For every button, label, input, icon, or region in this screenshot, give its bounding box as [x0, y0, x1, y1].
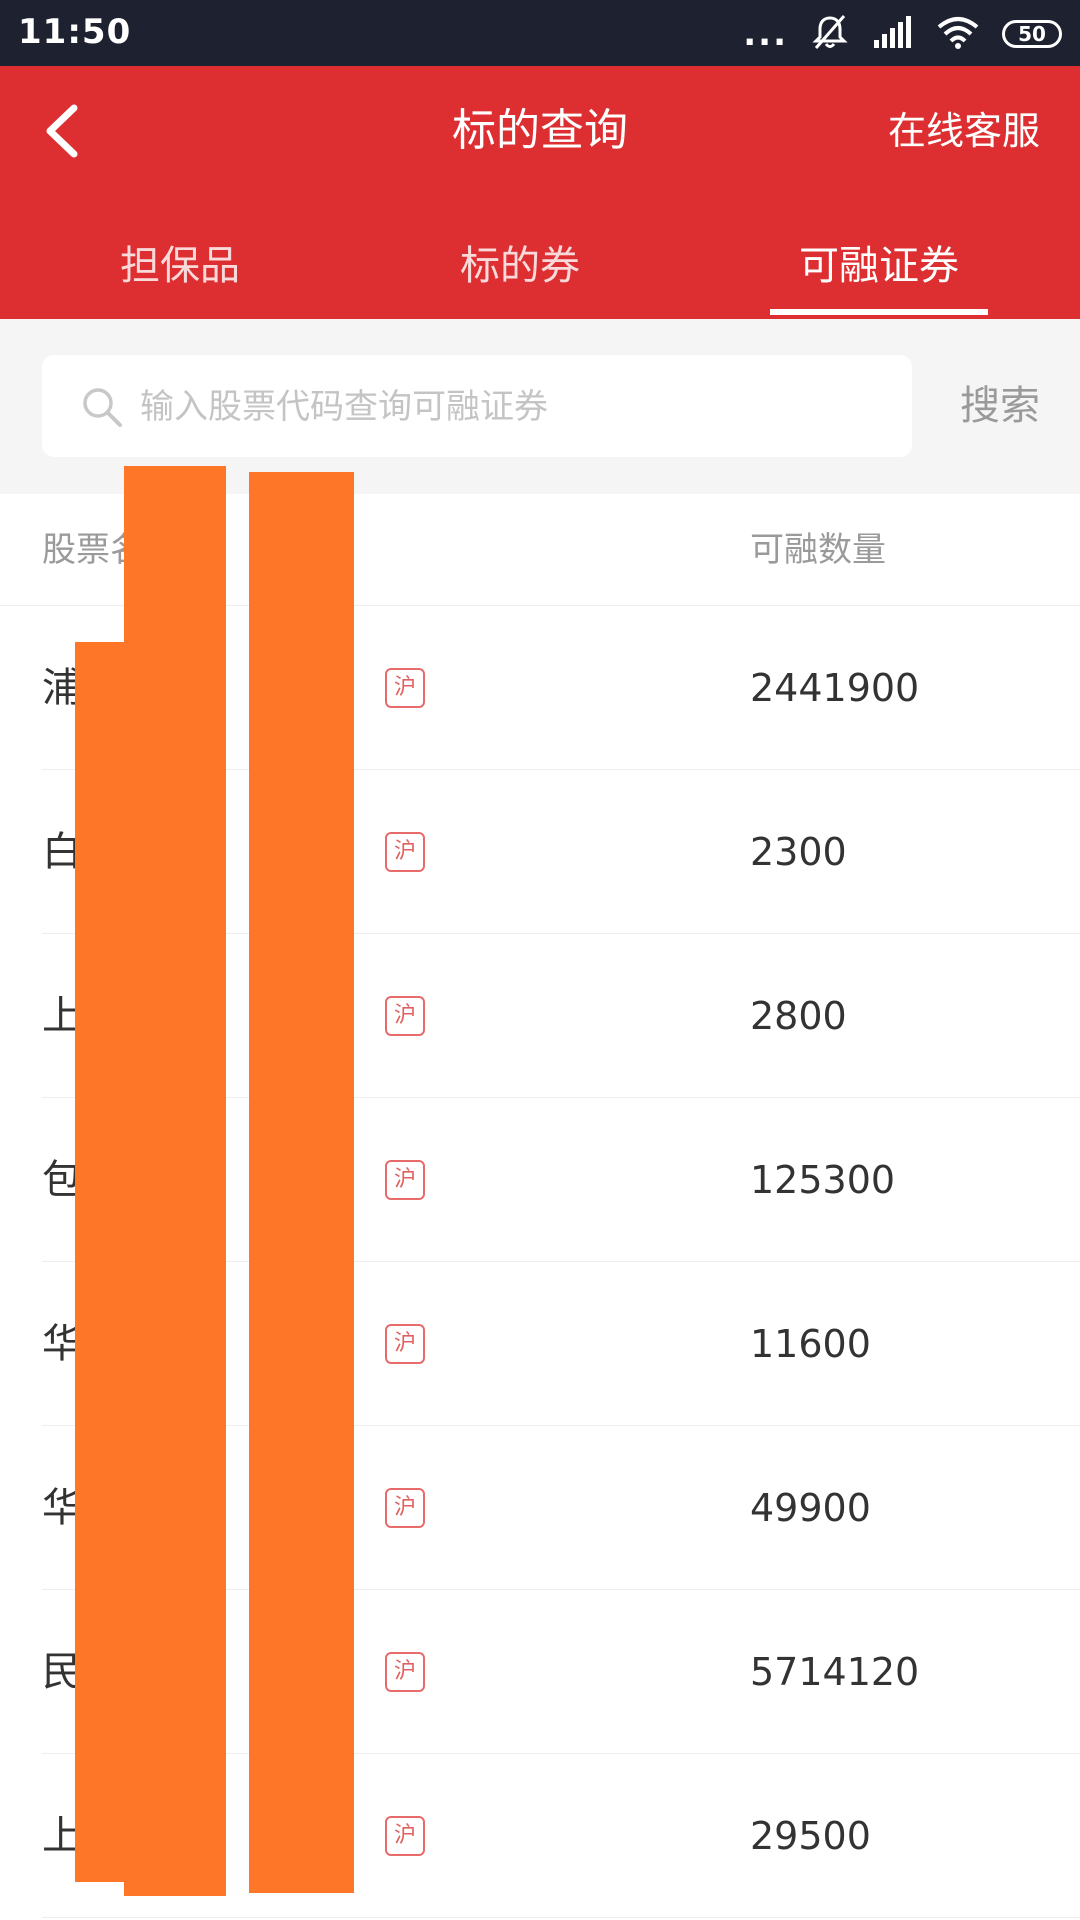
- shortable-quantity: 5714120: [750, 1650, 920, 1694]
- column-header-quantity: 可融数量: [750, 530, 886, 570]
- mute-icon: [810, 12, 850, 56]
- market-badge: 沪: [385, 1652, 425, 1692]
- market-badge: 沪: [385, 668, 425, 708]
- active-tab-indicator: [770, 309, 988, 315]
- search-input[interactable]: [138, 355, 902, 459]
- search-area: 搜索: [0, 319, 1080, 494]
- market-badge: 沪: [385, 832, 425, 872]
- online-service-button[interactable]: 在线客服: [887, 109, 1040, 153]
- row-divider: [42, 1261, 1080, 1262]
- app-header: 标的查询 在线客服 担保品 标的券 可融证券: [0, 66, 1080, 319]
- market-badge: 沪: [385, 1488, 425, 1528]
- tab-shortable-securities[interactable]: 可融证券: [770, 216, 988, 319]
- shortable-quantity: 125300: [750, 1158, 896, 1202]
- search-button[interactable]: 搜索: [960, 383, 1040, 429]
- market-badge: 沪: [385, 1324, 425, 1364]
- row-divider: [42, 933, 1080, 934]
- tab-bar: 担保品 标的券 可融证券: [0, 216, 1080, 319]
- table-row[interactable]: 浦 沪 2441900: [0, 606, 1080, 770]
- battery-icon: 50: [1002, 20, 1062, 48]
- search-icon: [78, 383, 126, 431]
- row-divider: [42, 1589, 1080, 1590]
- tab-collateral[interactable]: 担保品: [60, 216, 300, 319]
- redaction-bar: [124, 466, 226, 1896]
- row-divider: [42, 1097, 1080, 1098]
- market-badge: 沪: [385, 996, 425, 1036]
- tab-label: 标的券: [460, 243, 580, 289]
- shortable-quantity: 49900: [750, 1486, 871, 1530]
- redaction-bar: [249, 472, 354, 1893]
- row-divider: [42, 1425, 1080, 1426]
- shortable-quantity: 11600: [750, 1322, 871, 1366]
- tab-label: 担保品: [120, 243, 240, 289]
- row-divider: [42, 1753, 1080, 1754]
- row-divider: [42, 1917, 1080, 1918]
- shortable-quantity: 2800: [750, 994, 847, 1038]
- market-badge: 沪: [385, 1160, 425, 1200]
- wifi-icon: [936, 14, 980, 54]
- redaction-bar: [75, 642, 135, 1882]
- row-divider: [42, 769, 1080, 770]
- shortable-quantity: 2441900: [750, 666, 920, 710]
- tab-label: 可融证券: [799, 243, 959, 289]
- market-badge: 沪: [385, 1816, 425, 1856]
- page-title: 标的查询: [452, 105, 628, 156]
- shortable-quantity: 29500: [750, 1814, 871, 1858]
- signal-icon: [872, 14, 914, 54]
- table-row[interactable]: 华 沪 11600: [0, 1262, 1080, 1426]
- tab-underlying-securities[interactable]: 标的券: [400, 216, 640, 319]
- status-bar: 11:50 ...: [0, 0, 1080, 66]
- back-arrow-icon[interactable]: [34, 96, 94, 166]
- shortable-quantity: 2300: [750, 830, 847, 874]
- search-box: [42, 355, 912, 459]
- status-time: 11:50: [18, 12, 132, 52]
- status-icons: ... 50: [743, 14, 1062, 54]
- more-dots: ...: [743, 14, 788, 54]
